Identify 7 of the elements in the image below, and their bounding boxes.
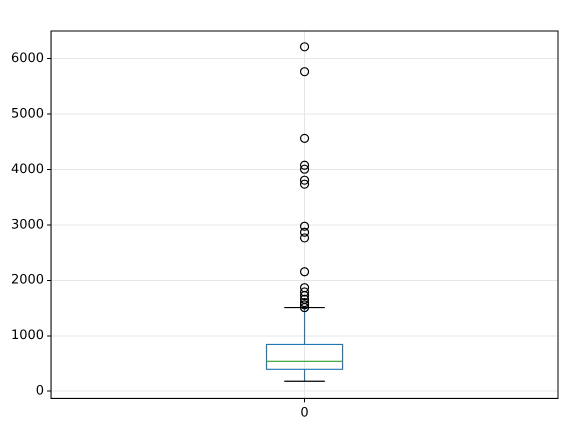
y-tick-label: 4000 — [10, 162, 44, 177]
y-tick-label: 5000 — [10, 106, 44, 122]
y-tick-label: 2000 — [10, 272, 44, 288]
y-tick-label: 1000 — [10, 328, 44, 344]
y-tick-label: 6000 — [10, 51, 44, 66]
y-tick-label: 3000 — [10, 217, 44, 232]
y-tick-label: 0 — [36, 384, 44, 399]
